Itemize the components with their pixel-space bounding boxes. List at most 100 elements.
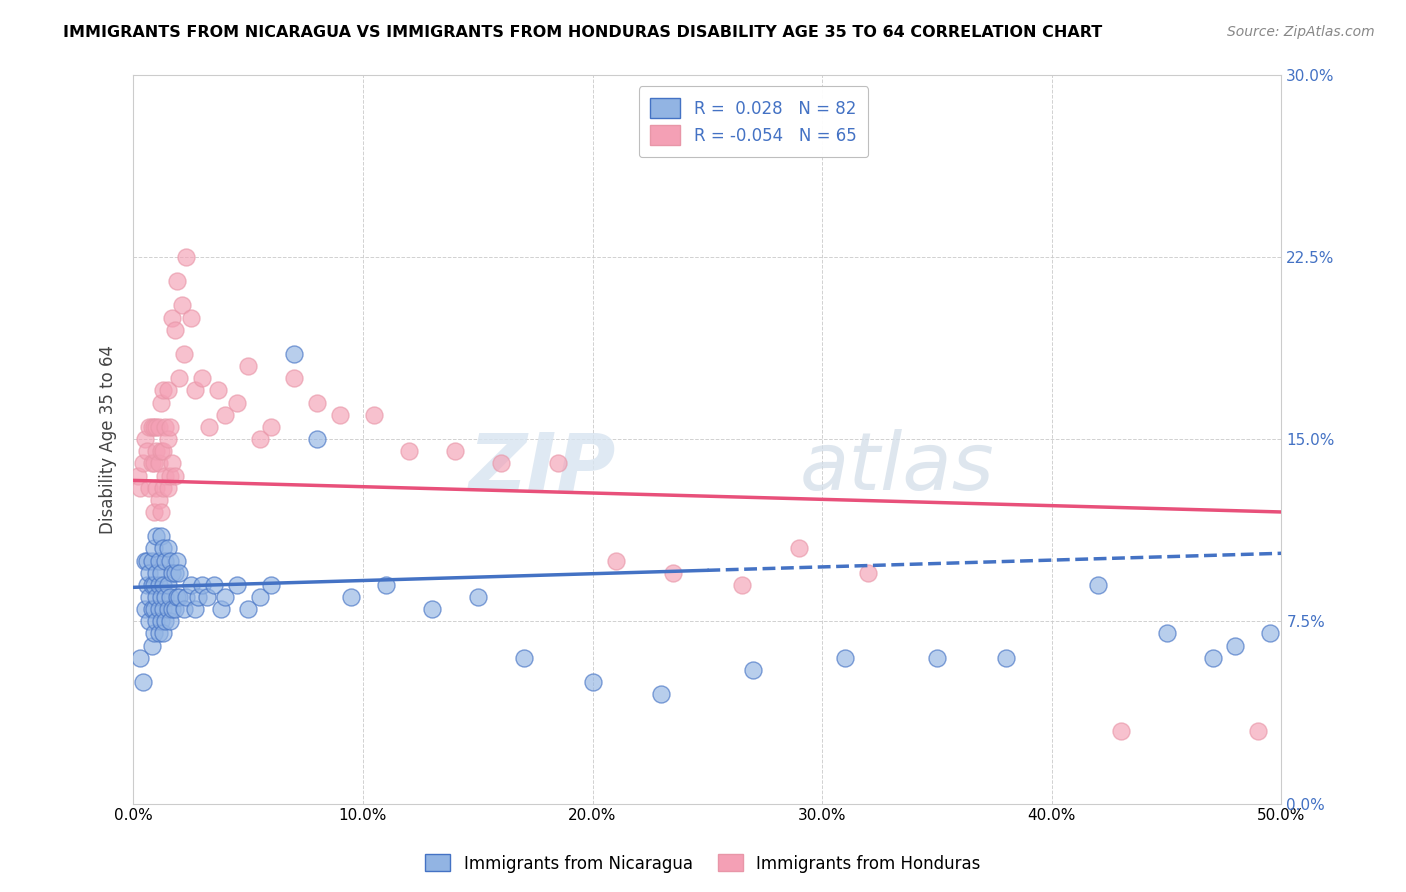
Point	[162, 602, 184, 616]
Point	[155, 553, 177, 567]
Text: atlas: atlas	[799, 429, 994, 508]
Point	[166, 274, 188, 288]
Point	[236, 359, 259, 373]
Point	[152, 481, 174, 495]
Point	[173, 602, 195, 616]
Point	[141, 420, 163, 434]
Point	[650, 687, 672, 701]
Point	[167, 566, 190, 580]
Point	[145, 566, 167, 580]
Point	[207, 384, 229, 398]
Point	[152, 626, 174, 640]
Point	[856, 566, 879, 580]
Point	[260, 578, 283, 592]
Point	[249, 432, 271, 446]
Point	[174, 590, 197, 604]
Point	[152, 578, 174, 592]
Point	[143, 626, 166, 640]
Point	[260, 420, 283, 434]
Point	[1109, 723, 1132, 738]
Point	[184, 602, 207, 616]
Point	[149, 566, 172, 580]
Point	[129, 481, 152, 495]
Point	[187, 590, 209, 604]
Point	[143, 456, 166, 470]
Point	[1156, 626, 1178, 640]
Legend: R =  0.028   N = 82, R = -0.054   N = 65: R = 0.028 N = 82, R = -0.054 N = 65	[638, 87, 868, 157]
Point	[134, 432, 156, 446]
Point	[1201, 650, 1223, 665]
Point	[209, 602, 232, 616]
Point	[141, 602, 163, 616]
Point	[305, 395, 328, 409]
Point	[167, 371, 190, 385]
Point	[148, 420, 170, 434]
Point	[152, 444, 174, 458]
Point	[127, 468, 149, 483]
Point	[249, 590, 271, 604]
Point	[163, 323, 186, 337]
Point	[138, 590, 160, 604]
Point	[1087, 578, 1109, 592]
Point	[214, 590, 236, 604]
Point	[925, 650, 948, 665]
Point	[136, 444, 159, 458]
Point	[225, 395, 247, 409]
Point	[581, 675, 603, 690]
Point	[159, 468, 181, 483]
Point	[145, 529, 167, 543]
Point	[742, 663, 765, 677]
Point	[152, 384, 174, 398]
Point	[443, 444, 465, 458]
Point	[131, 675, 153, 690]
Point	[283, 347, 305, 361]
Point	[145, 615, 167, 629]
Text: Source: ZipAtlas.com: Source: ZipAtlas.com	[1227, 25, 1375, 39]
Point	[138, 420, 160, 434]
Point	[152, 602, 174, 616]
Point	[143, 505, 166, 519]
Point	[191, 371, 214, 385]
Point	[149, 444, 172, 458]
Point	[134, 553, 156, 567]
Point	[148, 492, 170, 507]
Point	[467, 590, 489, 604]
Point	[155, 615, 177, 629]
Point	[145, 420, 167, 434]
Point	[141, 456, 163, 470]
Point	[131, 456, 153, 470]
Point	[145, 481, 167, 495]
Point	[163, 602, 186, 616]
Point	[155, 468, 177, 483]
Point	[225, 578, 247, 592]
Point	[283, 371, 305, 385]
Point	[173, 347, 195, 361]
Point	[156, 602, 179, 616]
Point	[180, 578, 202, 592]
Point	[1258, 626, 1281, 640]
Point	[159, 420, 181, 434]
Point	[159, 553, 181, 567]
Point	[214, 408, 236, 422]
Point	[305, 432, 328, 446]
Point	[148, 553, 170, 567]
Point	[1225, 639, 1247, 653]
Point	[174, 250, 197, 264]
Point	[159, 615, 181, 629]
Point	[156, 541, 179, 556]
Point	[1247, 723, 1270, 738]
Point	[138, 615, 160, 629]
Point	[136, 553, 159, 567]
Point	[143, 420, 166, 434]
Point	[162, 566, 184, 580]
Point	[163, 566, 186, 580]
Point	[363, 408, 385, 422]
Text: ZIP: ZIP	[468, 429, 616, 508]
Point	[170, 298, 193, 312]
Point	[143, 578, 166, 592]
Point	[420, 602, 443, 616]
Point	[202, 578, 225, 592]
Point	[163, 468, 186, 483]
Point	[149, 395, 172, 409]
Point	[155, 420, 177, 434]
